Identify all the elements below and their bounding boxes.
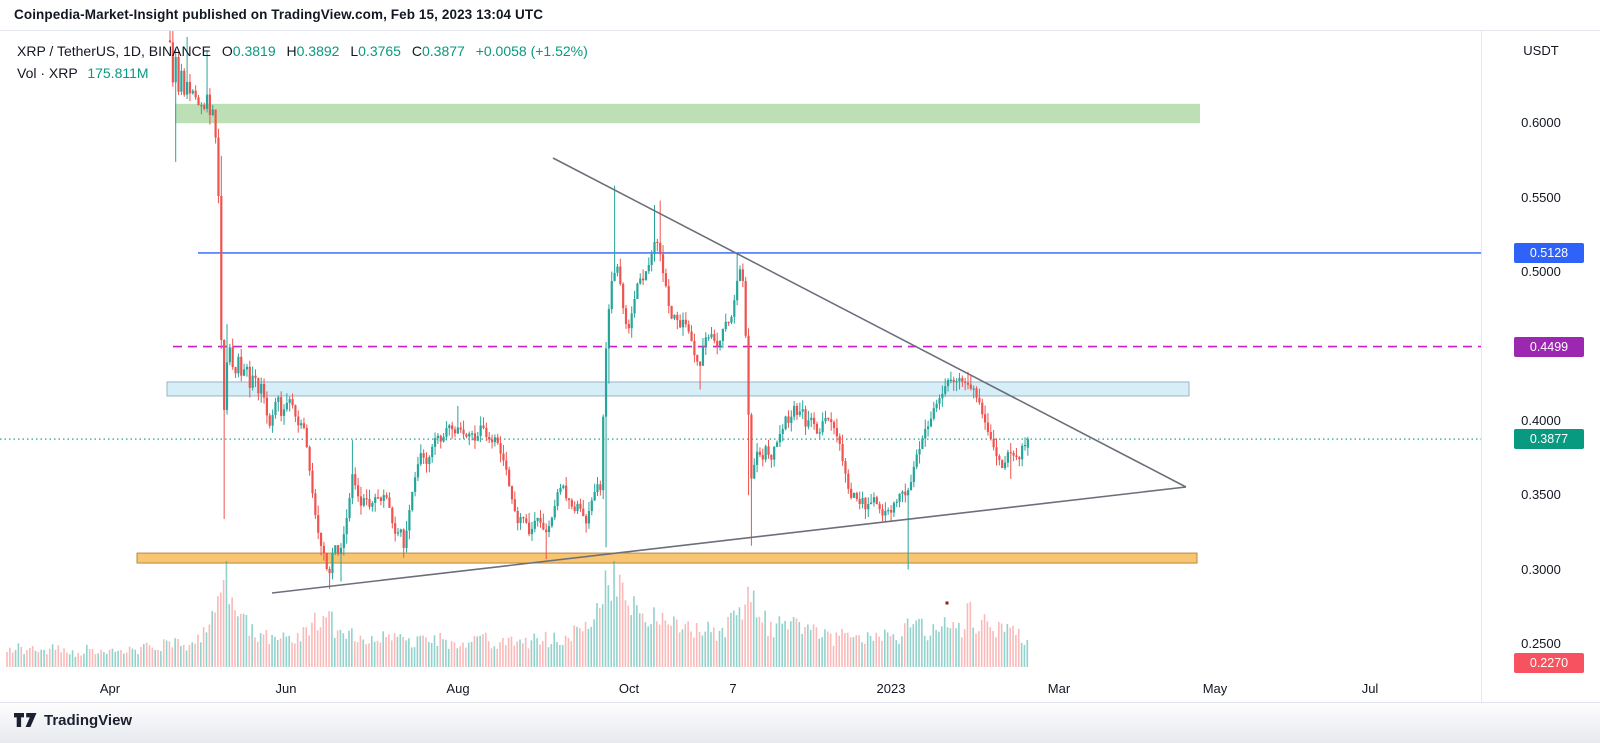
marker-dot bbox=[945, 601, 949, 605]
time-tick-7: 7 bbox=[729, 681, 737, 696]
currency-label: USDT bbox=[1523, 43, 1559, 58]
footer: TradingView bbox=[0, 702, 1600, 743]
time-tick-Aug: Aug bbox=[446, 681, 470, 696]
candlestick-plot[interactable] bbox=[0, 31, 1481, 703]
price-tick-0.3000: 0.3000 bbox=[1521, 561, 1561, 577]
time-tick-Oct: Oct bbox=[618, 681, 640, 696]
price-tick-0.5000: 0.5000 bbox=[1521, 264, 1561, 279]
symbol-label[interactable]: XRP / TetherUS, 1D, BINANCE bbox=[17, 43, 211, 59]
price-tick-0.5500: 0.5500 bbox=[1521, 189, 1561, 205]
publish-title: Coinpedia-Market-Insight published on Tr… bbox=[14, 7, 544, 22]
open-value: 0.3819 bbox=[232, 43, 276, 59]
price-badge-0.5128: 0.5128 bbox=[1514, 242, 1584, 263]
support-zone-orange bbox=[136, 552, 1198, 564]
price-scale[interactable]: USDT 0.6000 0.5500 0.5128 0.5000 0.4499 0.400… bbox=[1481, 31, 1600, 703]
descending-trendline[interactable] bbox=[552, 157, 1187, 488]
tradingview-logo-icon bbox=[14, 713, 37, 727]
price-tick-0.3500: 0.3500 bbox=[1521, 487, 1561, 503]
time-tick-2023: 2023 bbox=[876, 681, 906, 696]
volume-key: Vol · XRP bbox=[17, 65, 78, 81]
tradingview-brand[interactable]: TradingView bbox=[14, 712, 132, 729]
legend-volume-row: Vol · XRP 175.811M bbox=[17, 62, 588, 84]
ascending-trendline[interactable] bbox=[271, 486, 1187, 594]
resistance-zone-blue bbox=[166, 381, 1190, 397]
price-tick-0.6000: 0.6000 bbox=[1521, 115, 1561, 131]
price-badge-0.2270: 0.2270 bbox=[1514, 653, 1584, 673]
candles bbox=[168, 31, 1029, 589]
price-tick-0.4000: 0.4000 bbox=[1521, 412, 1561, 428]
low-value: 0.3765 bbox=[358, 43, 401, 59]
tradingview-brand-label: TradingView bbox=[44, 712, 133, 729]
supply-zone-green bbox=[175, 103, 1200, 124]
close-value: 0.3877 bbox=[421, 43, 465, 59]
price-badge-0.4499: 0.4499 bbox=[1514, 336, 1584, 357]
time-tick-May: May bbox=[1202, 681, 1228, 696]
volume-bars bbox=[6, 561, 1029, 667]
chart-area[interactable]: XRP / TetherUS, 1D, BINANCE O0.3819 H0.3… bbox=[0, 30, 1600, 703]
time-tick-Mar: Mar bbox=[1047, 681, 1071, 696]
change-value: +0.0058 (+1.52%) bbox=[475, 43, 588, 59]
price-badge-0.3877: 0.3877 bbox=[1514, 429, 1584, 450]
low-key: L bbox=[350, 43, 359, 59]
time-tick-Jun: Jun bbox=[275, 681, 297, 696]
price-tick-0.2500: 0.2500 bbox=[1521, 636, 1561, 651]
chart-legend: XRP / TetherUS, 1D, BINANCE O0.3819 H0.3… bbox=[17, 40, 588, 84]
volume-value: 175.811M bbox=[87, 65, 149, 81]
time-scale[interactable]: Apr Jun Aug Oct 7 2023 Mar May Jul bbox=[0, 667, 1481, 703]
time-tick-Jul: Jul bbox=[1361, 681, 1379, 696]
high-value: 0.3892 bbox=[296, 43, 340, 59]
time-tick-Apr: Apr bbox=[99, 681, 121, 696]
legend-ohlc-row: XRP / TetherUS, 1D, BINANCE O0.3819 H0.3… bbox=[17, 40, 588, 62]
publish-header: Coinpedia-Market-Insight published on Tr… bbox=[0, 0, 1600, 30]
open-key: O bbox=[221, 43, 233, 59]
close-key: C bbox=[411, 43, 422, 59]
high-key: H bbox=[286, 43, 297, 59]
